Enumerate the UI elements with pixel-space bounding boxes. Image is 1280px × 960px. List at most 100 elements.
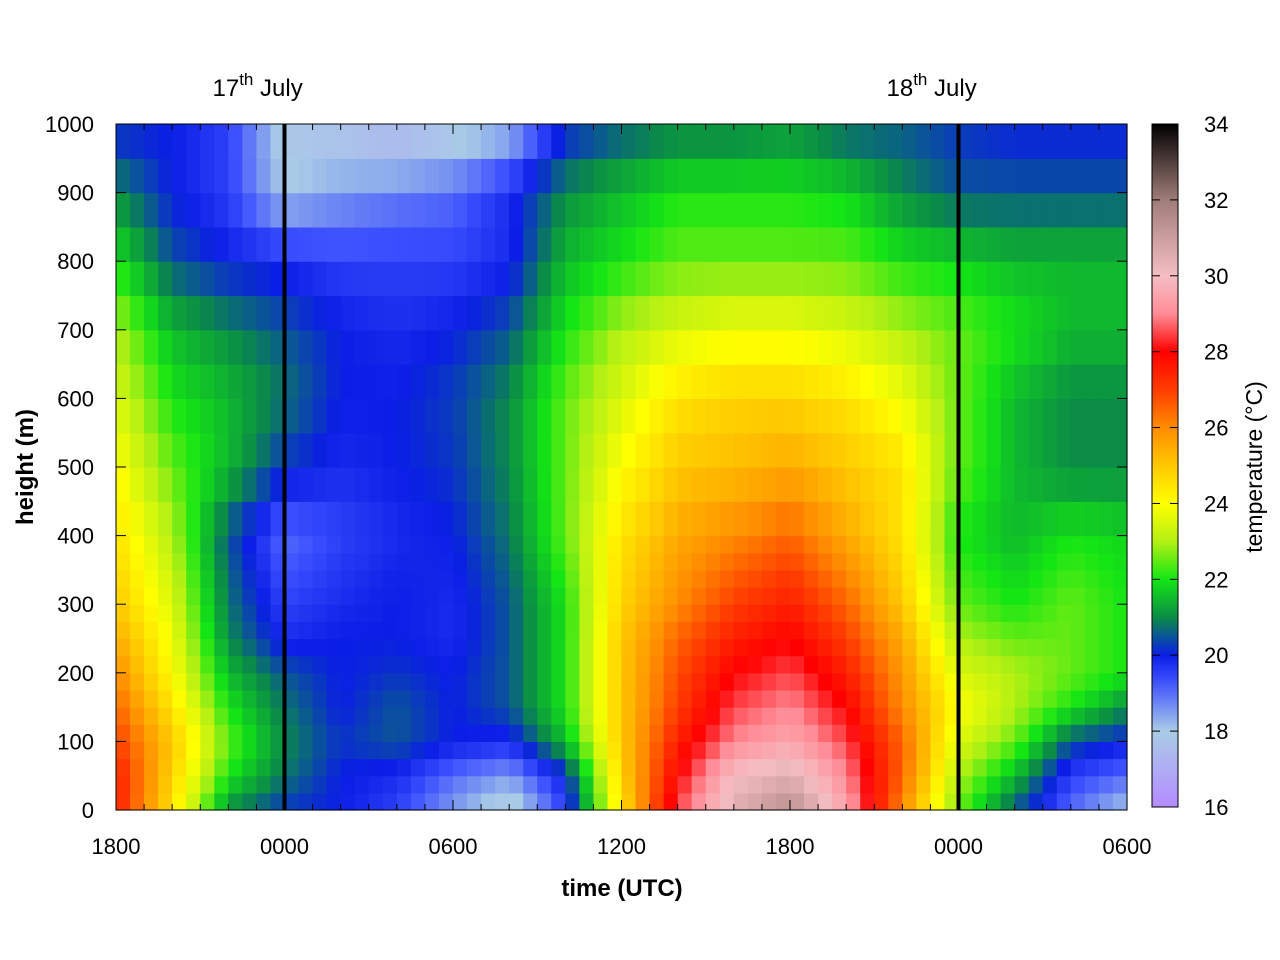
heatmap-cell [200, 364, 215, 399]
heatmap-cell [916, 569, 932, 588]
heatmap-cell [649, 467, 665, 502]
heatmap-cell [719, 655, 735, 674]
heatmap-cell [551, 364, 566, 399]
heatmap-cell [790, 638, 805, 657]
heatmap-cell [944, 758, 960, 777]
heatmap-cell [1098, 775, 1114, 794]
heatmap-cell [551, 655, 566, 674]
heatmap-cell [874, 621, 889, 640]
heatmap-cell [1056, 604, 1072, 622]
heatmap-cell [930, 501, 946, 537]
heatmap-cell [551, 775, 566, 794]
heatmap-cell [860, 741, 875, 760]
heatmap-cell [270, 604, 286, 622]
heatmap-cell [958, 792, 974, 811]
heatmap-cell [804, 261, 819, 297]
heatmap-cell [1014, 261, 1030, 297]
heatmap-cell [705, 295, 721, 331]
heatmap-cell [621, 261, 637, 297]
heatmap-cell [972, 655, 988, 674]
heatmap-cell [312, 741, 328, 760]
heatmap-cell [130, 604, 145, 622]
heatmap-cell [775, 621, 791, 640]
heatmap-cell [1042, 192, 1058, 228]
heatmap-cell [944, 724, 960, 742]
heatmap-cell [1098, 552, 1114, 571]
heatmap-cell [186, 792, 201, 811]
heatmap-cell [453, 758, 468, 777]
heatmap-cell [902, 552, 917, 571]
heatmap-cell [593, 295, 609, 331]
heatmap-cell [691, 535, 707, 554]
heatmap-cell [1056, 398, 1072, 434]
heatmap-cell [958, 501, 974, 537]
heatmap-cell [663, 707, 679, 725]
heatmap-cell [172, 758, 187, 777]
heatmap-cell [551, 552, 566, 571]
heatmap-cell [621, 604, 637, 622]
heatmap-cell [902, 621, 917, 640]
heatmap-cell [846, 655, 861, 674]
heatmap-cell [649, 295, 665, 331]
heatmap-cell [649, 792, 665, 811]
heatmap-cell [438, 604, 454, 622]
heatmap-cell [172, 398, 187, 434]
heatmap-cell [1042, 587, 1058, 605]
heatmap-cell [509, 552, 524, 571]
heatmap-cell [677, 792, 693, 811]
heatmap-cell [944, 226, 960, 262]
heatmap-cell [719, 501, 735, 537]
heatmap-cell [579, 724, 595, 742]
heatmap-cell [228, 329, 243, 365]
heatmap-cell [523, 295, 538, 331]
heatmap-cell [1000, 724, 1016, 742]
heatmap-cell [930, 569, 946, 588]
heatmap-cell [1070, 226, 1086, 262]
heatmap-cell [677, 364, 693, 399]
heatmap-cell [116, 724, 131, 742]
heatmap-cell [495, 432, 510, 468]
heatmap-cell [846, 587, 861, 605]
heatmap-cell [1042, 398, 1058, 434]
heatmap-cell [1056, 758, 1072, 777]
heatmap-cell [790, 398, 805, 434]
heatmap-cell [1042, 775, 1058, 794]
heatmap-cell [382, 398, 398, 434]
heatmap-cell [242, 792, 258, 811]
heatmap-cell [537, 724, 552, 742]
heatmap-cell [340, 295, 356, 331]
heatmap-cell [972, 552, 988, 571]
heatmap-cell [116, 792, 131, 811]
heatmap-cell [382, 672, 398, 691]
heatmap-cell [705, 672, 721, 691]
heatmap-cell [340, 707, 356, 725]
heatmap-cell [902, 124, 917, 159]
heatmap-cell [691, 329, 707, 365]
heatmap-cell [1014, 604, 1030, 622]
y-tick-label: 800 [57, 249, 94, 274]
heatmap-cell [593, 569, 609, 588]
heatmap-cell [1014, 621, 1030, 640]
heatmap-cell [635, 655, 651, 674]
heatmap-cell [663, 655, 679, 674]
heatmap-cell [509, 226, 524, 262]
heatmap-cell [958, 621, 974, 640]
heatmap-cell [410, 501, 426, 537]
heatmap-cell [1070, 758, 1086, 777]
heatmap-cell [846, 638, 861, 657]
heatmap-cell [158, 741, 173, 760]
heatmap-cell [228, 792, 243, 811]
heatmap-cell [621, 775, 637, 794]
heatmap-cell [509, 672, 524, 691]
heatmap-cell [368, 124, 384, 159]
heatmap-cell [130, 158, 145, 194]
heatmap-cell [944, 792, 960, 811]
heatmap-cell [747, 398, 763, 434]
heatmap-cell [144, 226, 159, 262]
heatmap-cell [200, 295, 215, 331]
heatmap-cell [719, 226, 735, 262]
heatmap-cell [523, 741, 538, 760]
heatmap-cell [214, 672, 229, 691]
heatmap-cell [382, 364, 398, 399]
heatmap-cell [677, 261, 693, 297]
